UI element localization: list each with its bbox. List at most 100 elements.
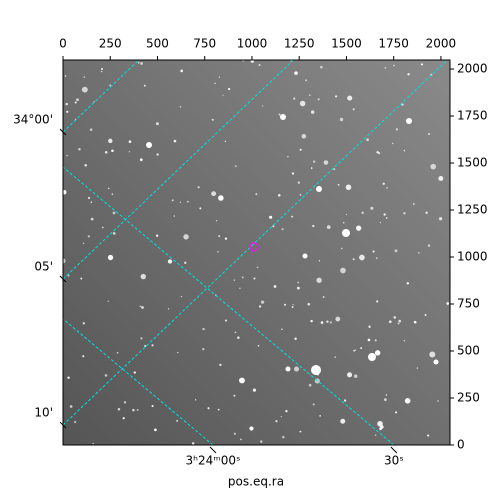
star xyxy=(312,403,315,406)
star xyxy=(199,207,202,210)
star xyxy=(392,142,394,145)
wcs-x-tick xyxy=(390,446,398,454)
y-tick-label: 1750 xyxy=(457,109,488,123)
star xyxy=(104,151,108,154)
star xyxy=(177,351,179,354)
star xyxy=(179,201,182,203)
star xyxy=(122,417,125,420)
wcs-y-tick-label: 34°00' xyxy=(13,112,53,126)
star xyxy=(63,258,66,264)
star xyxy=(89,128,93,132)
star xyxy=(123,401,127,404)
star xyxy=(137,61,140,64)
star xyxy=(344,399,347,402)
frame xyxy=(62,59,451,446)
star xyxy=(337,184,340,186)
y-tick-label: 1250 xyxy=(457,203,488,217)
wcs-grid-line xyxy=(63,166,395,445)
stars xyxy=(63,60,450,445)
star xyxy=(92,442,94,445)
star xyxy=(309,94,311,96)
x-tick-label: 2000 xyxy=(426,37,457,51)
star xyxy=(340,267,346,274)
star xyxy=(250,60,254,63)
wcs-grid-line xyxy=(63,60,295,280)
star xyxy=(156,153,159,156)
star xyxy=(111,193,114,195)
star xyxy=(111,149,114,153)
star xyxy=(329,321,332,324)
star xyxy=(318,260,321,262)
star xyxy=(307,302,311,306)
star xyxy=(312,224,315,228)
x-axis-label: pos.eq.ra xyxy=(228,475,284,489)
star xyxy=(361,211,364,214)
star xyxy=(214,82,216,85)
star xyxy=(347,372,353,378)
wcs-y-tick-label: 05' xyxy=(34,260,53,274)
star xyxy=(297,281,299,284)
star xyxy=(187,200,189,203)
star xyxy=(67,376,70,379)
wcs-grid xyxy=(63,60,449,445)
wcs-x-tick xyxy=(209,446,217,454)
star xyxy=(404,397,411,404)
star xyxy=(179,105,182,108)
star xyxy=(429,351,436,358)
star xyxy=(66,154,68,157)
star xyxy=(132,408,135,412)
star xyxy=(367,338,371,342)
star xyxy=(382,182,385,185)
star xyxy=(144,344,147,347)
star xyxy=(233,432,236,435)
star xyxy=(384,67,387,69)
star xyxy=(403,339,406,342)
star xyxy=(87,196,91,200)
star xyxy=(87,235,90,238)
star xyxy=(425,211,428,214)
y-tick-label: 1500 xyxy=(457,156,488,170)
star xyxy=(398,319,402,323)
star xyxy=(211,118,214,121)
star xyxy=(104,374,108,377)
star xyxy=(90,217,94,221)
star xyxy=(319,414,322,417)
wcs-grid-line xyxy=(63,318,214,445)
x-tick-label: 0 xyxy=(59,37,67,51)
star xyxy=(151,404,154,408)
star xyxy=(255,193,258,196)
star xyxy=(333,168,336,171)
star xyxy=(217,251,219,253)
star xyxy=(291,305,294,309)
star xyxy=(339,117,344,122)
star xyxy=(260,300,265,304)
star xyxy=(173,215,175,217)
star xyxy=(128,151,131,153)
target-marker xyxy=(249,242,259,252)
star xyxy=(249,426,254,431)
star xyxy=(403,212,406,215)
star xyxy=(116,351,119,354)
star xyxy=(299,194,302,196)
star xyxy=(394,249,398,253)
star xyxy=(403,149,406,152)
star xyxy=(359,254,365,261)
star xyxy=(219,363,222,367)
star xyxy=(312,160,316,163)
star xyxy=(146,142,152,148)
star xyxy=(379,221,382,224)
star xyxy=(281,228,284,231)
star xyxy=(84,163,87,167)
star xyxy=(82,322,86,325)
star xyxy=(216,220,218,222)
wcs-y-tick-label: 10' xyxy=(34,406,53,420)
star xyxy=(299,430,302,433)
star xyxy=(285,366,291,372)
star xyxy=(239,287,241,289)
x-tick-label: 1500 xyxy=(331,37,362,51)
star xyxy=(191,442,195,445)
star xyxy=(376,151,379,154)
star xyxy=(352,258,355,261)
star xyxy=(78,147,81,151)
star xyxy=(207,407,210,410)
